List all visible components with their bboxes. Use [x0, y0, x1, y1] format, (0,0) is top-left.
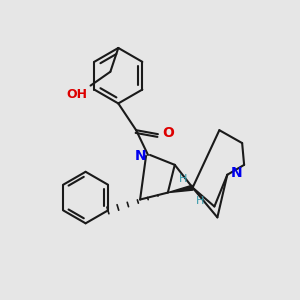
Polygon shape — [168, 185, 193, 193]
Text: O: O — [162, 126, 174, 140]
Text: N: N — [134, 149, 146, 163]
Text: H: H — [196, 196, 204, 206]
Text: N: N — [231, 166, 243, 180]
Text: OH: OH — [67, 88, 88, 100]
Text: H: H — [179, 174, 187, 184]
